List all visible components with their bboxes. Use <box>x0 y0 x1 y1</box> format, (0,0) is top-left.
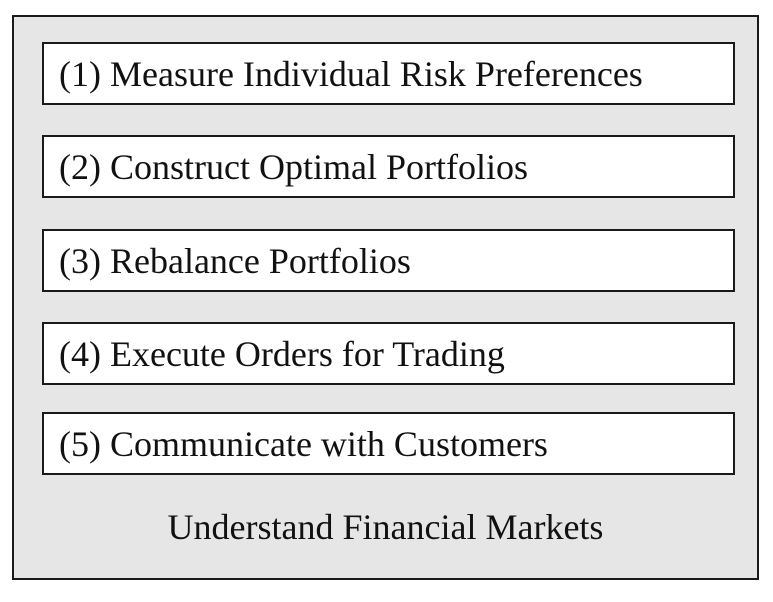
step-box-1: (1) Measure Individual Risk Preferences <box>42 42 735 105</box>
step-box-3: (3) Rebalance Portfolios <box>42 229 735 292</box>
financial-markets-container: (1) Measure Individual Risk Preferences … <box>12 15 759 580</box>
step-box-4: (4) Execute Orders for Trading <box>42 322 735 385</box>
step-box-2: (2) Construct Optimal Portfolios <box>42 135 735 198</box>
step-label-3: (3) Rebalance Portfolios <box>59 240 411 281</box>
step-box-5: (5) Communicate with Customers <box>42 412 735 475</box>
step-label-4: (4) Execute Orders for Trading <box>59 333 505 374</box>
step-label-2: (2) Construct Optimal Portfolios <box>59 146 528 187</box>
step-label-5: (5) Communicate with Customers <box>59 423 548 464</box>
container-label: Understand Financial Markets <box>167 507 604 547</box>
step-label-1: (1) Measure Individual Risk Preferences <box>59 53 643 94</box>
